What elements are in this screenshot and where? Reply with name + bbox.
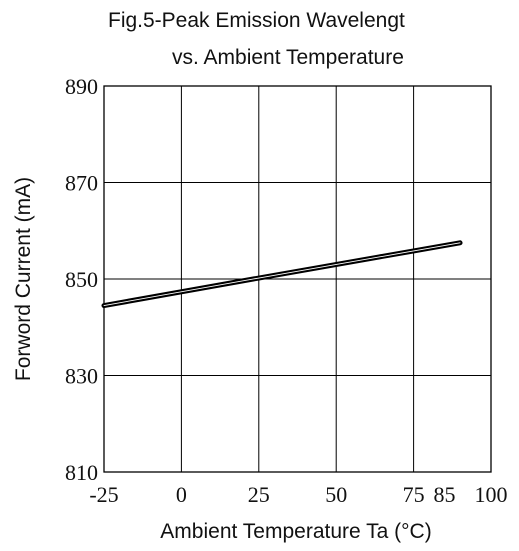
- chart-title-line-1: Fig.5-Peak Emission Wavelengt: [108, 9, 405, 32]
- y-tick-label: 810: [65, 460, 98, 485]
- x-tick-label: 0: [176, 482, 187, 507]
- y-tick-label: 890: [65, 74, 98, 99]
- y-tick-label: 830: [65, 364, 98, 389]
- y-tick-label: 850: [65, 267, 98, 292]
- x-tick-labels: -25 0 25 50 75 85 100: [89, 482, 507, 507]
- plot-frame: [103, 85, 492, 473]
- x-tick-label: 100: [475, 482, 508, 507]
- y-axis-label: Forword Current (mA): [12, 177, 35, 381]
- x-tick-label: -25: [89, 482, 118, 507]
- y-tick-label: 870: [65, 171, 98, 196]
- series-layer: [101, 240, 463, 309]
- grid: [104, 86, 491, 472]
- x-axis-label: Ambient Temperature Ta (°C): [160, 520, 431, 543]
- chart-title-line-2: vs. Ambient Temperature: [172, 46, 404, 69]
- series-line-inner: [103, 242, 461, 306]
- x-tick-label: 85: [434, 482, 456, 507]
- y-tick-labels: 810 830 850 870 890: [65, 74, 98, 485]
- x-tick-label: 25: [248, 482, 270, 507]
- x-tick-label: 50: [325, 482, 347, 507]
- x-tick-label: 75: [403, 482, 425, 507]
